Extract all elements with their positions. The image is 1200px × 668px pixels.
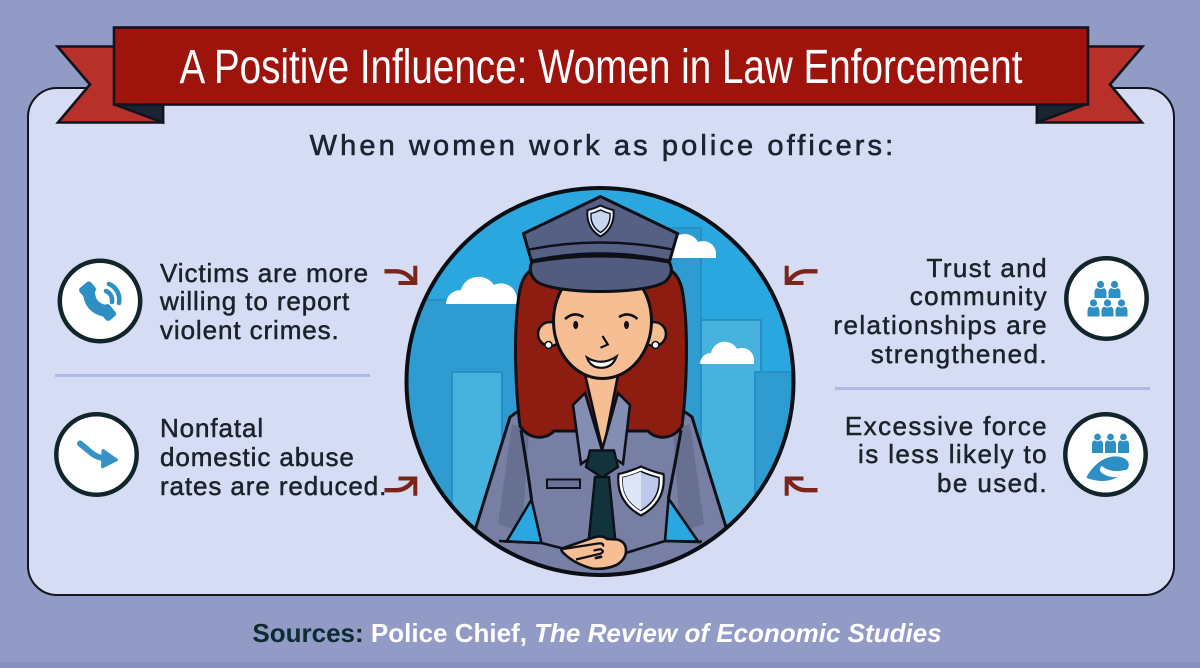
svg-text:A Positive Influence: Women in: A Positive Influence: Women in Law Enfor… — [180, 41, 1023, 94]
